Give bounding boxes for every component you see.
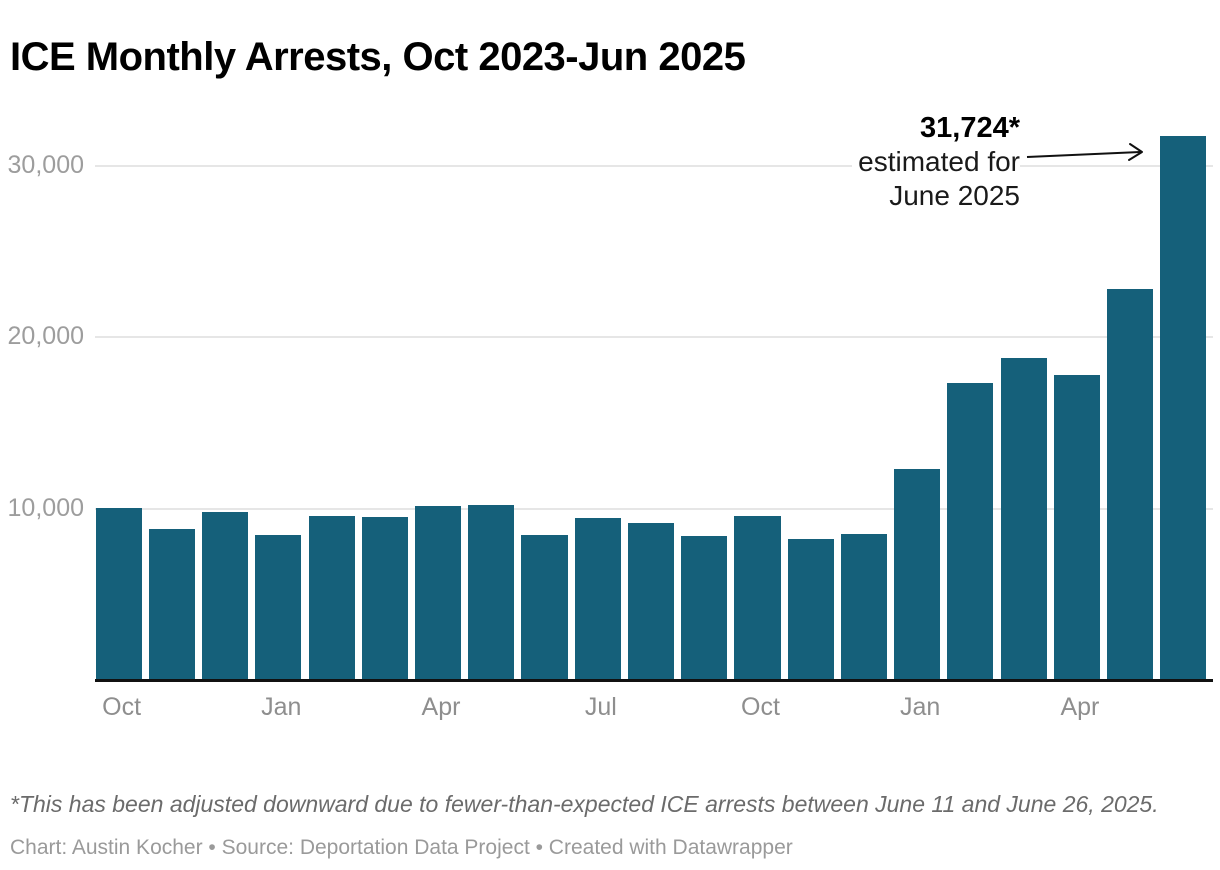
bar-dec-2023[interactable] (202, 511, 249, 680)
bar-apr-2025[interactable] (1053, 374, 1100, 680)
annotation-value: 31,724* (920, 112, 1020, 144)
bar-mar-2025[interactable] (1000, 357, 1047, 680)
bar-feb-2025[interactable] (947, 383, 994, 680)
x-axis-tick-label: Oct (741, 693, 780, 721)
bar-jul-2024[interactable] (574, 517, 621, 680)
gridline (95, 507, 1213, 510)
annotation-june-2025: 31,724* estimated for June 2025 (852, 109, 1020, 215)
credit-line: Chart: Austin Kocher • Source: Deportati… (10, 836, 793, 859)
y-axis-tick-label: 10,000 (7, 493, 84, 522)
x-axis-tick-label: Jul (584, 693, 617, 721)
footnote-text: *This has been adjusted downward due to … (10, 791, 1159, 817)
x-axis-tick-label: Apr (1060, 693, 1100, 721)
bar-jan-2025[interactable] (894, 469, 941, 680)
bar-jun-2025[interactable] (1160, 135, 1207, 680)
x-axis-line (95, 679, 1213, 682)
x-axis-tick-label: Oct (102, 693, 142, 721)
x-axis-tick-label: Apr (421, 693, 461, 721)
bar-nov-2024[interactable] (787, 538, 834, 680)
x-axis-tick-label: Jan (261, 693, 302, 721)
bar-oct-2024[interactable] (734, 516, 781, 680)
y-axis-tick-label: 30,000 (7, 150, 84, 179)
bar-aug-2024[interactable] (627, 523, 675, 680)
bar-dec-2024[interactable] (840, 534, 887, 680)
x-axis-tick-label: Jan (900, 693, 941, 721)
bar-may-2025[interactable] (1107, 289, 1154, 680)
bar-jan-2024[interactable] (255, 535, 302, 680)
y-axis-tick-label: 20,000 (7, 322, 84, 350)
bar-oct-2023[interactable] (95, 507, 142, 680)
bar-jun-2024[interactable] (521, 535, 568, 680)
bar-may-2024[interactable] (468, 505, 515, 680)
bar-apr-2024[interactable] (414, 505, 462, 680)
bar-nov-2023[interactable] (148, 529, 195, 680)
gridline (95, 336, 1213, 338)
chart-title: ICE Monthly Arrests, Oct 2023-Jun 2025 (10, 34, 746, 79)
bar-feb-2024[interactable] (308, 516, 355, 680)
annotation-arrow-icon (1026, 143, 1143, 161)
gridline (95, 164, 1213, 167)
bar-mar-2024[interactable] (361, 517, 408, 680)
annotation-text-line2: estimated for (858, 146, 1020, 177)
annotation-text-line3: June 2025 (889, 180, 1020, 211)
bar-sep-2024[interactable] (681, 535, 728, 680)
plot-area: 10,000 20,000 30,000 Oct Jan Apr Jul Oct Jan Apr… (7, 109, 1213, 721)
